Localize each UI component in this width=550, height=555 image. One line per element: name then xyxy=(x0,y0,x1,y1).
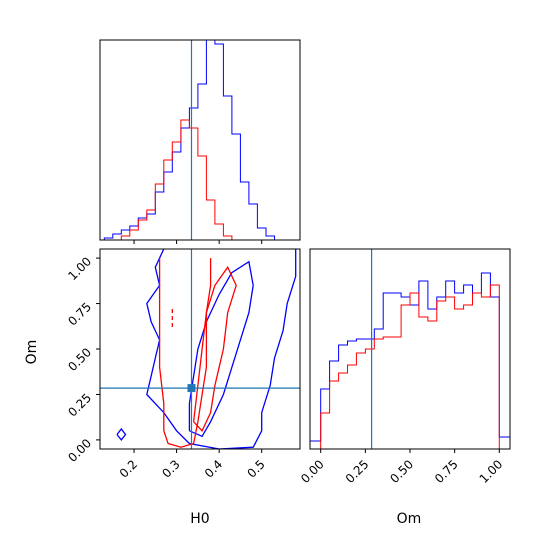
contour-blue-dot xyxy=(116,427,127,441)
histogram-series-blue xyxy=(100,40,292,240)
histogram-series-red xyxy=(310,284,510,449)
x-axis-label-h0: H0 xyxy=(190,511,209,527)
truth-marker xyxy=(187,384,196,393)
histogram-series-red xyxy=(100,119,292,240)
h0-marginal-panel xyxy=(99,39,301,244)
y-axis-label-om: Om xyxy=(24,340,40,365)
contour-blue-inner xyxy=(188,260,254,438)
contour-red-outer xyxy=(158,258,212,448)
contour-red-inner xyxy=(192,265,237,432)
contour-blue-outer xyxy=(146,249,297,449)
x-axis-label-om: Om xyxy=(397,511,422,527)
h0-marginal-frame xyxy=(99,39,301,241)
